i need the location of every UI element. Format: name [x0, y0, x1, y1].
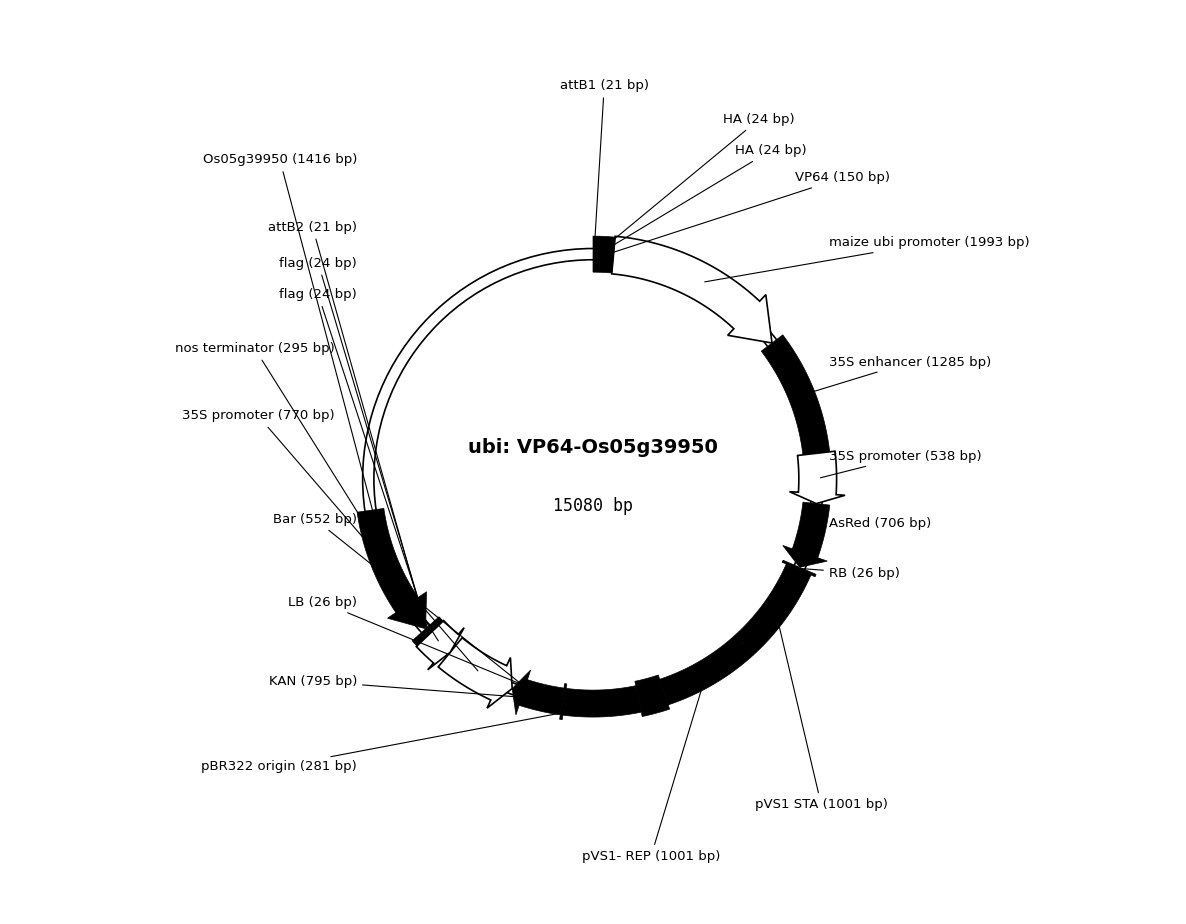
- Polygon shape: [357, 508, 427, 628]
- Text: nos terminator (295 bp): nos terminator (295 bp): [174, 342, 439, 641]
- Polygon shape: [783, 502, 830, 567]
- Text: HA (24 bp): HA (24 bp): [601, 144, 806, 253]
- Polygon shape: [416, 621, 464, 670]
- Polygon shape: [414, 618, 441, 644]
- Text: flag (24 bp): flag (24 bp): [279, 257, 427, 628]
- Text: attB1 (21 bp): attB1 (21 bp): [560, 79, 649, 251]
- Polygon shape: [735, 564, 811, 655]
- Polygon shape: [782, 560, 816, 577]
- Polygon shape: [635, 675, 670, 716]
- Text: flag (24 bp): flag (24 bp): [279, 288, 428, 630]
- Polygon shape: [438, 638, 512, 708]
- Text: ubi: VP64-Os05g39950: ubi: VP64-Os05g39950: [468, 438, 718, 456]
- Polygon shape: [659, 635, 753, 705]
- Text: RB (26 bp): RB (26 bp): [802, 566, 900, 579]
- Polygon shape: [612, 237, 772, 343]
- Text: HA (24 bp): HA (24 bp): [598, 113, 795, 252]
- Text: LB (26 bp): LB (26 bp): [288, 596, 561, 700]
- Text: maize ubi promoter (1993 bp): maize ubi promoter (1993 bp): [704, 237, 1029, 282]
- Text: Os05g39950 (1416 bp): Os05g39950 (1416 bp): [203, 153, 389, 571]
- Text: KAN (795 bp): KAN (795 bp): [269, 675, 599, 703]
- Text: 35S promoter (538 bp): 35S promoter (538 bp): [821, 450, 982, 478]
- Polygon shape: [761, 334, 830, 455]
- Text: pVS1 STA (1001 bp): pVS1 STA (1001 bp): [754, 613, 887, 811]
- Polygon shape: [597, 237, 600, 273]
- Polygon shape: [415, 620, 444, 646]
- Polygon shape: [560, 684, 567, 720]
- Text: 35S enhancer (1285 bp): 35S enhancer (1285 bp): [804, 356, 991, 395]
- Text: Bar (552 bp): Bar (552 bp): [273, 513, 535, 695]
- Text: pVS1- REP (1001 bp): pVS1- REP (1001 bp): [582, 675, 720, 863]
- Polygon shape: [413, 617, 440, 642]
- Polygon shape: [595, 237, 598, 273]
- Text: AsRed (706 bp): AsRed (706 bp): [814, 517, 931, 536]
- Polygon shape: [512, 670, 565, 715]
- Text: attB2 (21 bp): attB2 (21 bp): [268, 221, 426, 626]
- Polygon shape: [593, 237, 595, 273]
- Text: 15080 bp: 15080 bp: [553, 497, 633, 515]
- Polygon shape: [563, 686, 642, 717]
- Polygon shape: [790, 451, 846, 504]
- Text: 35S promoter (770 bp): 35S promoter (770 bp): [181, 409, 478, 671]
- Polygon shape: [599, 237, 616, 273]
- Text: VP64 (150 bp): VP64 (150 bp): [610, 171, 891, 254]
- Text: pBR322 origin (281 bp): pBR322 origin (281 bp): [202, 697, 649, 773]
